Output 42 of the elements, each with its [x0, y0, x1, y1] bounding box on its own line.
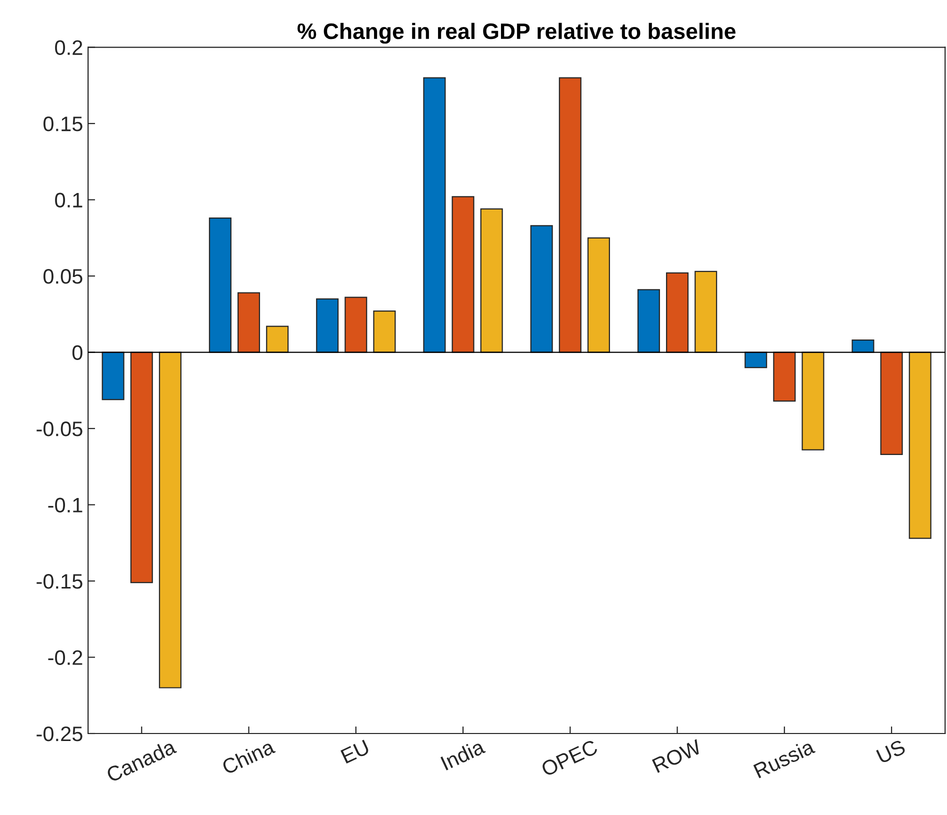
bar	[530, 225, 553, 353]
bar	[480, 208, 503, 353]
bar	[587, 237, 610, 353]
bar	[802, 352, 824, 450]
bar	[694, 270, 718, 353]
bar	[452, 196, 474, 353]
y-tick-label: -0.25	[36, 726, 82, 742]
x-tick-label: US	[876, 739, 906, 764]
bar	[266, 326, 289, 353]
y-tick-label: 0	[72, 345, 82, 360]
x-tick-label: EU	[340, 740, 370, 764]
chart-title: % Change in real GDP relative to baseline	[298, 22, 736, 44]
x-tick-label: ROW	[652, 738, 703, 774]
bar	[558, 77, 582, 353]
x-tick-label: India	[440, 738, 486, 771]
bar	[880, 352, 903, 455]
x-tick-label: OPEC	[540, 739, 599, 777]
y-tick-label: 0.1	[55, 192, 82, 208]
bar	[344, 296, 368, 353]
bar	[373, 310, 396, 353]
y-tick-label: -0.2	[48, 650, 82, 666]
bar	[637, 289, 660, 353]
bar	[744, 352, 768, 368]
bar	[423, 77, 446, 353]
x-tick-label: Russia	[753, 738, 816, 778]
bar	[130, 352, 153, 584]
bar	[852, 340, 874, 353]
y-tick-label: 0.15	[43, 116, 82, 132]
bar	[773, 352, 796, 402]
bar	[908, 352, 932, 539]
bar	[158, 352, 182, 688]
bar	[102, 352, 124, 400]
y-tick-label: 0.05	[43, 269, 82, 284]
bar	[666, 272, 689, 353]
bar	[208, 218, 232, 353]
bar	[237, 292, 260, 353]
y-tick-label: -0.1	[48, 498, 82, 513]
x-tick-label: China	[220, 738, 276, 775]
y-tick-label: -0.15	[36, 574, 82, 589]
y-tick-label: 0.2	[55, 40, 82, 56]
y-tick-label: -0.05	[36, 422, 82, 436]
bar	[316, 298, 339, 353]
